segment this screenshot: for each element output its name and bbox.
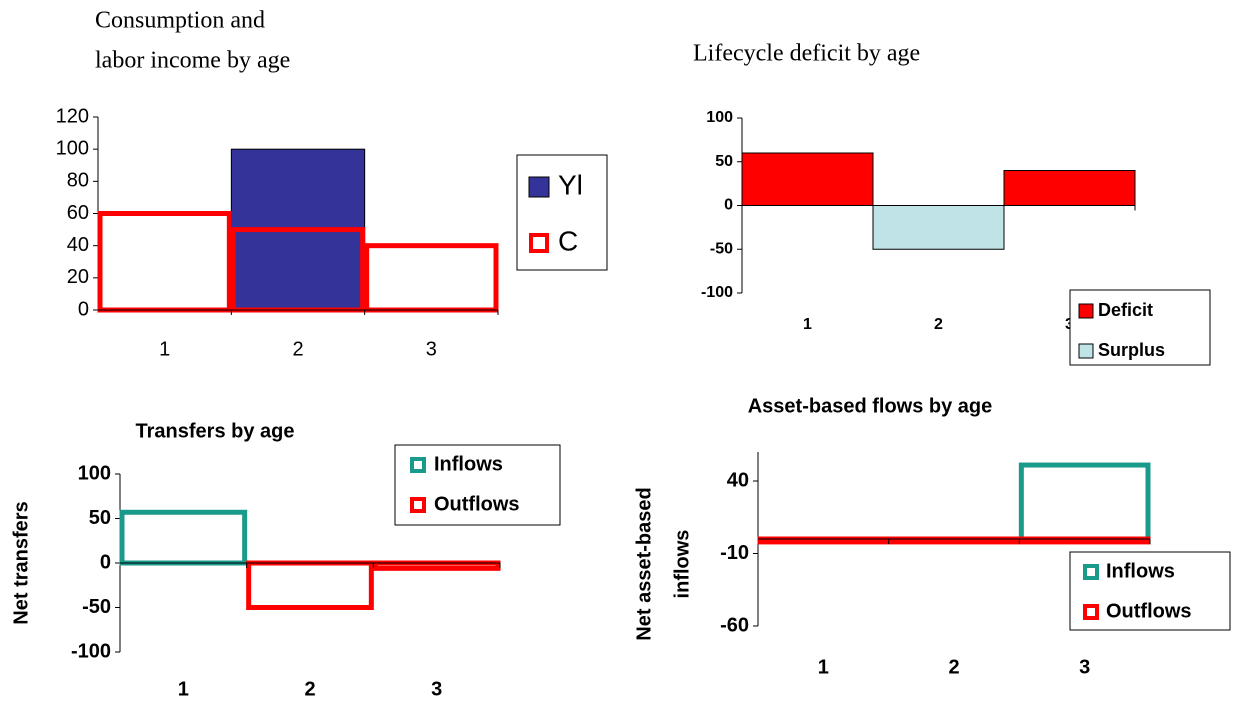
y-tick-label: 120 <box>56 105 89 127</box>
legend-label: Outflows <box>1106 600 1192 622</box>
y-tick-label: 0 <box>100 551 111 573</box>
legend-swatch <box>410 457 426 473</box>
x-tick-label: 1 <box>803 316 812 333</box>
y-tick-label: 40 <box>67 234 89 256</box>
y-tick-label: -100 <box>71 640 111 662</box>
x-tick-label: 2 <box>292 338 303 360</box>
legend-label: Yl <box>558 169 583 200</box>
legend-swatch <box>529 233 549 253</box>
bar <box>97 211 232 313</box>
y-tick-label: 50 <box>715 153 733 170</box>
y-tick-label: 20 <box>67 266 89 288</box>
y-axis-label: inflows <box>671 530 693 599</box>
legend-swatch <box>410 497 426 513</box>
y-tick-label: 50 <box>89 507 111 529</box>
bar <box>372 560 501 571</box>
legend-label: Surplus <box>1098 340 1165 360</box>
chart-title: Consumption and <box>95 8 265 34</box>
y-tick-label: -10 <box>720 542 749 564</box>
x-tick-label: 2 <box>934 316 943 333</box>
x-tick-label: 3 <box>431 678 442 700</box>
bar <box>1003 170 1136 206</box>
legend-label: Inflows <box>1106 560 1175 582</box>
chart-title: Transfers by age <box>136 420 295 442</box>
y-tick-label: -100 <box>701 284 733 301</box>
legend-swatch <box>1083 604 1099 620</box>
y-tick-label: -50 <box>710 240 733 257</box>
y-tick-label: 0 <box>78 298 89 320</box>
y-tick-label: 100 <box>78 462 111 484</box>
y-tick-label: -60 <box>720 614 749 636</box>
y-tick-label: 0 <box>724 197 733 214</box>
y-tick-label: 40 <box>727 469 749 491</box>
y-tick-label: 100 <box>56 137 89 159</box>
bar <box>119 509 248 566</box>
legend-box <box>516 154 608 271</box>
y-tick-label: 100 <box>706 109 733 126</box>
chart-title: Lifecycle deficit by age <box>693 41 920 67</box>
chart-title: Asset-based flows by age <box>748 395 993 417</box>
legend-label: Outflows <box>434 493 520 515</box>
bar <box>741 152 874 206</box>
y-tick-label: 80 <box>67 170 89 192</box>
x-tick-label: 3 <box>426 338 437 360</box>
x-tick-label: 2 <box>304 678 315 700</box>
y-tick-label: 60 <box>67 202 89 224</box>
x-tick-label: 1 <box>159 338 170 360</box>
legend-label: Deficit <box>1098 300 1153 320</box>
chart-title: labor income by age <box>95 48 290 74</box>
bar <box>364 243 499 313</box>
bar <box>872 205 1005 250</box>
legend-label: C <box>558 225 578 256</box>
legend-swatch <box>1083 564 1099 580</box>
y-tick-label: -50 <box>82 596 111 618</box>
legend-label: Inflows <box>434 453 503 475</box>
x-tick-label: 3 <box>1079 656 1090 678</box>
bar <box>246 560 374 610</box>
bar <box>1018 462 1151 542</box>
legend-swatch <box>528 176 550 198</box>
x-tick-label: 1 <box>818 656 829 678</box>
legend-swatch <box>1078 303 1094 319</box>
y-axis-label: Net asset-based <box>633 487 655 640</box>
y-axis-label: Net transfers <box>10 501 32 624</box>
legend-swatch <box>1078 343 1094 359</box>
x-tick-label: 2 <box>948 656 959 678</box>
x-tick-label: 1 <box>178 678 189 700</box>
